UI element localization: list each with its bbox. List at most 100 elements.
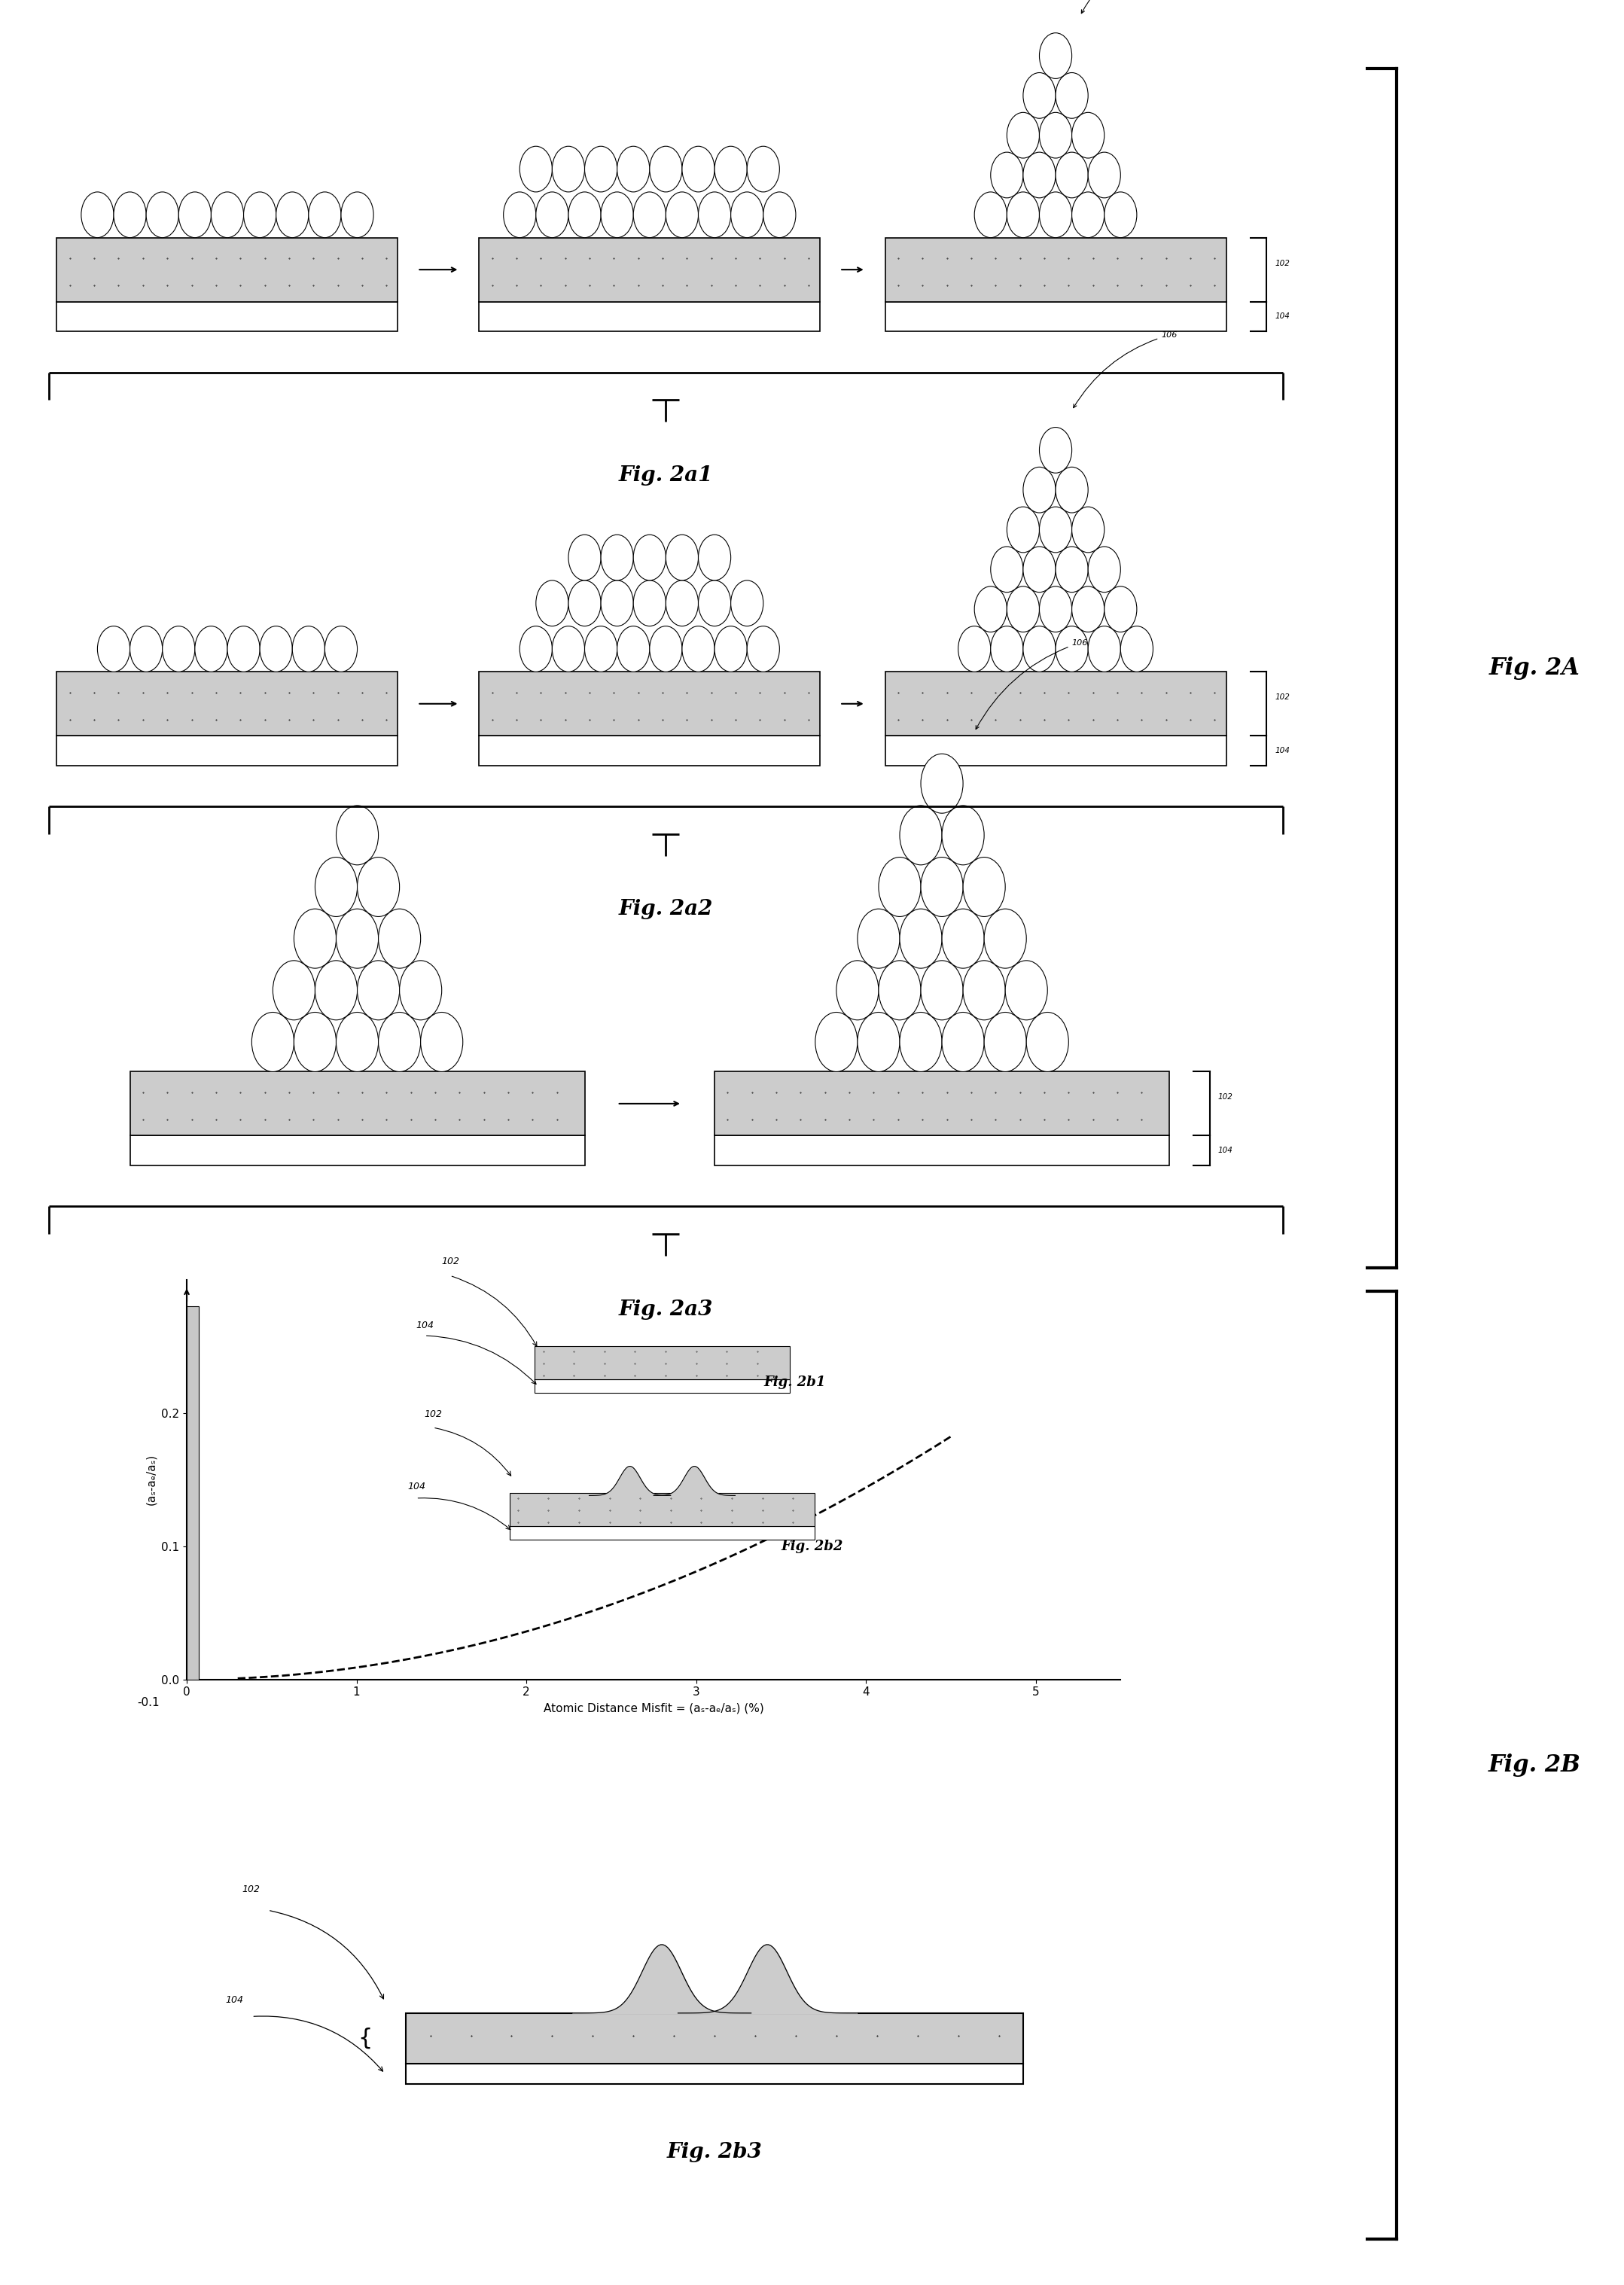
- Circle shape: [503, 192, 536, 238]
- Text: Fig. 2B: Fig. 2B: [1489, 1753, 1580, 1778]
- Circle shape: [195, 626, 227, 672]
- Circle shape: [633, 535, 666, 580]
- Circle shape: [1007, 112, 1039, 158]
- Circle shape: [698, 192, 731, 238]
- Circle shape: [1023, 73, 1056, 119]
- Circle shape: [682, 146, 715, 192]
- Circle shape: [585, 626, 617, 672]
- Circle shape: [1056, 626, 1088, 672]
- Y-axis label: (aₛ-aₑ/aₛ): (aₛ-aₑ/aₛ): [146, 1453, 158, 1506]
- Circle shape: [1039, 192, 1072, 238]
- Circle shape: [1056, 153, 1088, 199]
- Circle shape: [1039, 587, 1072, 633]
- Circle shape: [378, 1012, 421, 1072]
- Text: {: {: [359, 2027, 372, 2050]
- Circle shape: [536, 192, 568, 238]
- Circle shape: [991, 626, 1023, 672]
- Circle shape: [991, 546, 1023, 592]
- Circle shape: [747, 146, 780, 192]
- Text: 106: 106: [976, 640, 1088, 729]
- Circle shape: [1088, 626, 1121, 672]
- Circle shape: [252, 1012, 294, 1072]
- Circle shape: [292, 626, 325, 672]
- Circle shape: [1072, 587, 1104, 633]
- Circle shape: [921, 857, 963, 916]
- Circle shape: [1039, 507, 1072, 553]
- Bar: [510, 1492, 815, 1526]
- Circle shape: [1023, 153, 1056, 199]
- Bar: [130, 1072, 585, 1136]
- Circle shape: [309, 192, 341, 238]
- Bar: [57, 302, 398, 331]
- Circle shape: [731, 580, 763, 626]
- X-axis label: Atomic Distance Misfit = (aₛ-aₑ/aₛ) (%): Atomic Distance Misfit = (aₛ-aₑ/aₛ) (%): [544, 1702, 763, 1714]
- Text: 104: 104: [1218, 1147, 1233, 1154]
- Circle shape: [536, 580, 568, 626]
- Bar: [885, 672, 1226, 736]
- Circle shape: [747, 626, 780, 672]
- Circle shape: [341, 192, 374, 238]
- Circle shape: [666, 535, 698, 580]
- Bar: [479, 238, 820, 302]
- Bar: [885, 736, 1226, 765]
- Circle shape: [715, 146, 747, 192]
- Circle shape: [900, 1012, 942, 1072]
- Text: Fig. 2a2: Fig. 2a2: [619, 900, 713, 919]
- Circle shape: [666, 192, 698, 238]
- Circle shape: [146, 192, 179, 238]
- Bar: [130, 1136, 585, 1165]
- Circle shape: [1023, 546, 1056, 592]
- Text: 102: 102: [1275, 695, 1289, 701]
- Bar: [534, 1346, 789, 1380]
- Bar: [479, 672, 820, 736]
- Circle shape: [1056, 546, 1088, 592]
- Circle shape: [1088, 546, 1121, 592]
- Circle shape: [958, 626, 991, 672]
- Text: 102: 102: [424, 1410, 442, 1419]
- Circle shape: [857, 1012, 900, 1072]
- Bar: [57, 672, 398, 736]
- Circle shape: [1039, 427, 1072, 473]
- Circle shape: [974, 192, 1007, 238]
- Bar: [57, 238, 398, 302]
- Text: 102: 102: [442, 1257, 460, 1266]
- Circle shape: [1005, 960, 1047, 1019]
- Circle shape: [1039, 112, 1072, 158]
- Circle shape: [617, 146, 650, 192]
- Circle shape: [97, 626, 130, 672]
- Circle shape: [601, 580, 633, 626]
- Circle shape: [763, 192, 796, 238]
- Circle shape: [1072, 507, 1104, 553]
- Bar: [57, 736, 398, 765]
- Circle shape: [276, 192, 309, 238]
- Text: Fig. 2b1: Fig. 2b1: [763, 1376, 827, 1389]
- Circle shape: [601, 535, 633, 580]
- Text: 104: 104: [1275, 747, 1289, 754]
- Circle shape: [1007, 192, 1039, 238]
- Circle shape: [601, 192, 633, 238]
- Circle shape: [650, 626, 682, 672]
- Circle shape: [617, 626, 650, 672]
- Circle shape: [315, 857, 357, 916]
- Circle shape: [244, 192, 276, 238]
- Circle shape: [921, 754, 963, 813]
- Circle shape: [1056, 73, 1088, 119]
- Bar: [406, 2013, 1023, 2063]
- Circle shape: [1056, 466, 1088, 512]
- Circle shape: [1088, 153, 1121, 199]
- Text: 104: 104: [416, 1321, 434, 1330]
- Circle shape: [294, 1012, 336, 1072]
- Text: -0.1: -0.1: [136, 1698, 159, 1707]
- Circle shape: [879, 857, 921, 916]
- Bar: [406, 2063, 1023, 2084]
- Circle shape: [698, 535, 731, 580]
- Circle shape: [130, 626, 162, 672]
- Circle shape: [731, 192, 763, 238]
- Circle shape: [857, 909, 900, 969]
- Circle shape: [984, 1012, 1026, 1072]
- Circle shape: [421, 1012, 463, 1072]
- Bar: [885, 302, 1226, 331]
- Text: 104: 104: [226, 1995, 244, 2006]
- Text: 106: 106: [1073, 331, 1177, 407]
- Circle shape: [260, 626, 292, 672]
